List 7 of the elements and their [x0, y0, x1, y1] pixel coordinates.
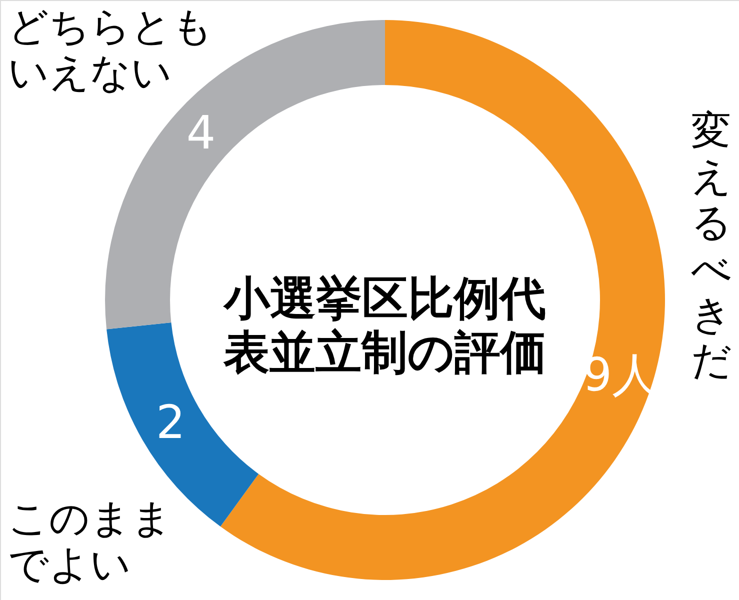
- slice-label: どちらともいえない: [8, 4, 213, 96]
- slice-label: 変えるべきだ: [691, 108, 732, 384]
- text: 小選挙区比例代表並立制の評価: [222, 271, 546, 379]
- slice-label: このままでよい: [8, 496, 172, 588]
- data-label: 4: [186, 105, 216, 160]
- donut-slice: [220, 20, 665, 580]
- data-label: 2: [156, 394, 186, 449]
